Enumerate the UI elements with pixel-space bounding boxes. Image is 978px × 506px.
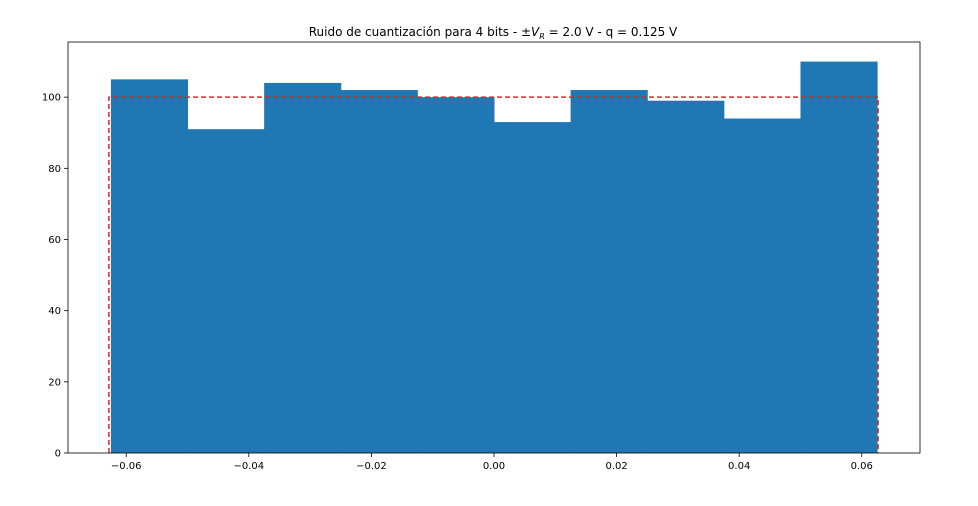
y-axis: 0 20 40 60 80 100 bbox=[42, 93, 68, 460]
y-tick-label: 40 bbox=[48, 306, 61, 317]
reference-line bbox=[108, 96, 879, 453]
y-tick-label: 0 bbox=[55, 449, 61, 460]
x-tick-label: 0.04 bbox=[728, 461, 750, 472]
histogram-bar bbox=[723, 118, 801, 453]
histogram-bar bbox=[110, 79, 189, 453]
histogram-bar bbox=[494, 122, 572, 453]
y-tick-label: 60 bbox=[48, 235, 61, 246]
x-tick-label: −0.04 bbox=[233, 461, 264, 472]
x-tick-label: 0.06 bbox=[851, 461, 873, 472]
x-axis: −0.06 −0.04 −0.02 0.00 0.02 0.04 0.06 bbox=[111, 453, 873, 472]
chart-title-suffix: = 2.0 V - q = 0.125 V bbox=[545, 25, 678, 39]
histogram-bar bbox=[187, 129, 265, 453]
y-tick-label: 100 bbox=[42, 93, 61, 104]
x-tick-label: −0.02 bbox=[356, 461, 387, 472]
histogram-bar bbox=[417, 97, 495, 453]
histogram-bar bbox=[647, 100, 725, 453]
chart-title: Ruido de cuantización para 4 bits - ±VR … bbox=[309, 25, 678, 41]
x-tick-label: −0.06 bbox=[111, 461, 142, 472]
y-tick-label: 80 bbox=[48, 164, 61, 175]
histogram-bar bbox=[264, 82, 342, 453]
histogram-bar bbox=[570, 90, 648, 453]
chart-title-v-subscript: R bbox=[539, 32, 545, 41]
x-tick-label: 0.02 bbox=[605, 461, 627, 472]
x-tick-label: 0.00 bbox=[483, 461, 505, 472]
y-tick-label: 20 bbox=[48, 377, 61, 388]
histogram-bar bbox=[800, 61, 878, 453]
histogram-bars bbox=[110, 61, 878, 453]
chart-title-prefix: Ruido de cuantización para 4 bits - ± bbox=[309, 25, 531, 39]
chart-title-v-symbol: V bbox=[531, 25, 540, 39]
histogram-bar bbox=[340, 90, 418, 453]
reference-dashed-line bbox=[108, 96, 879, 453]
